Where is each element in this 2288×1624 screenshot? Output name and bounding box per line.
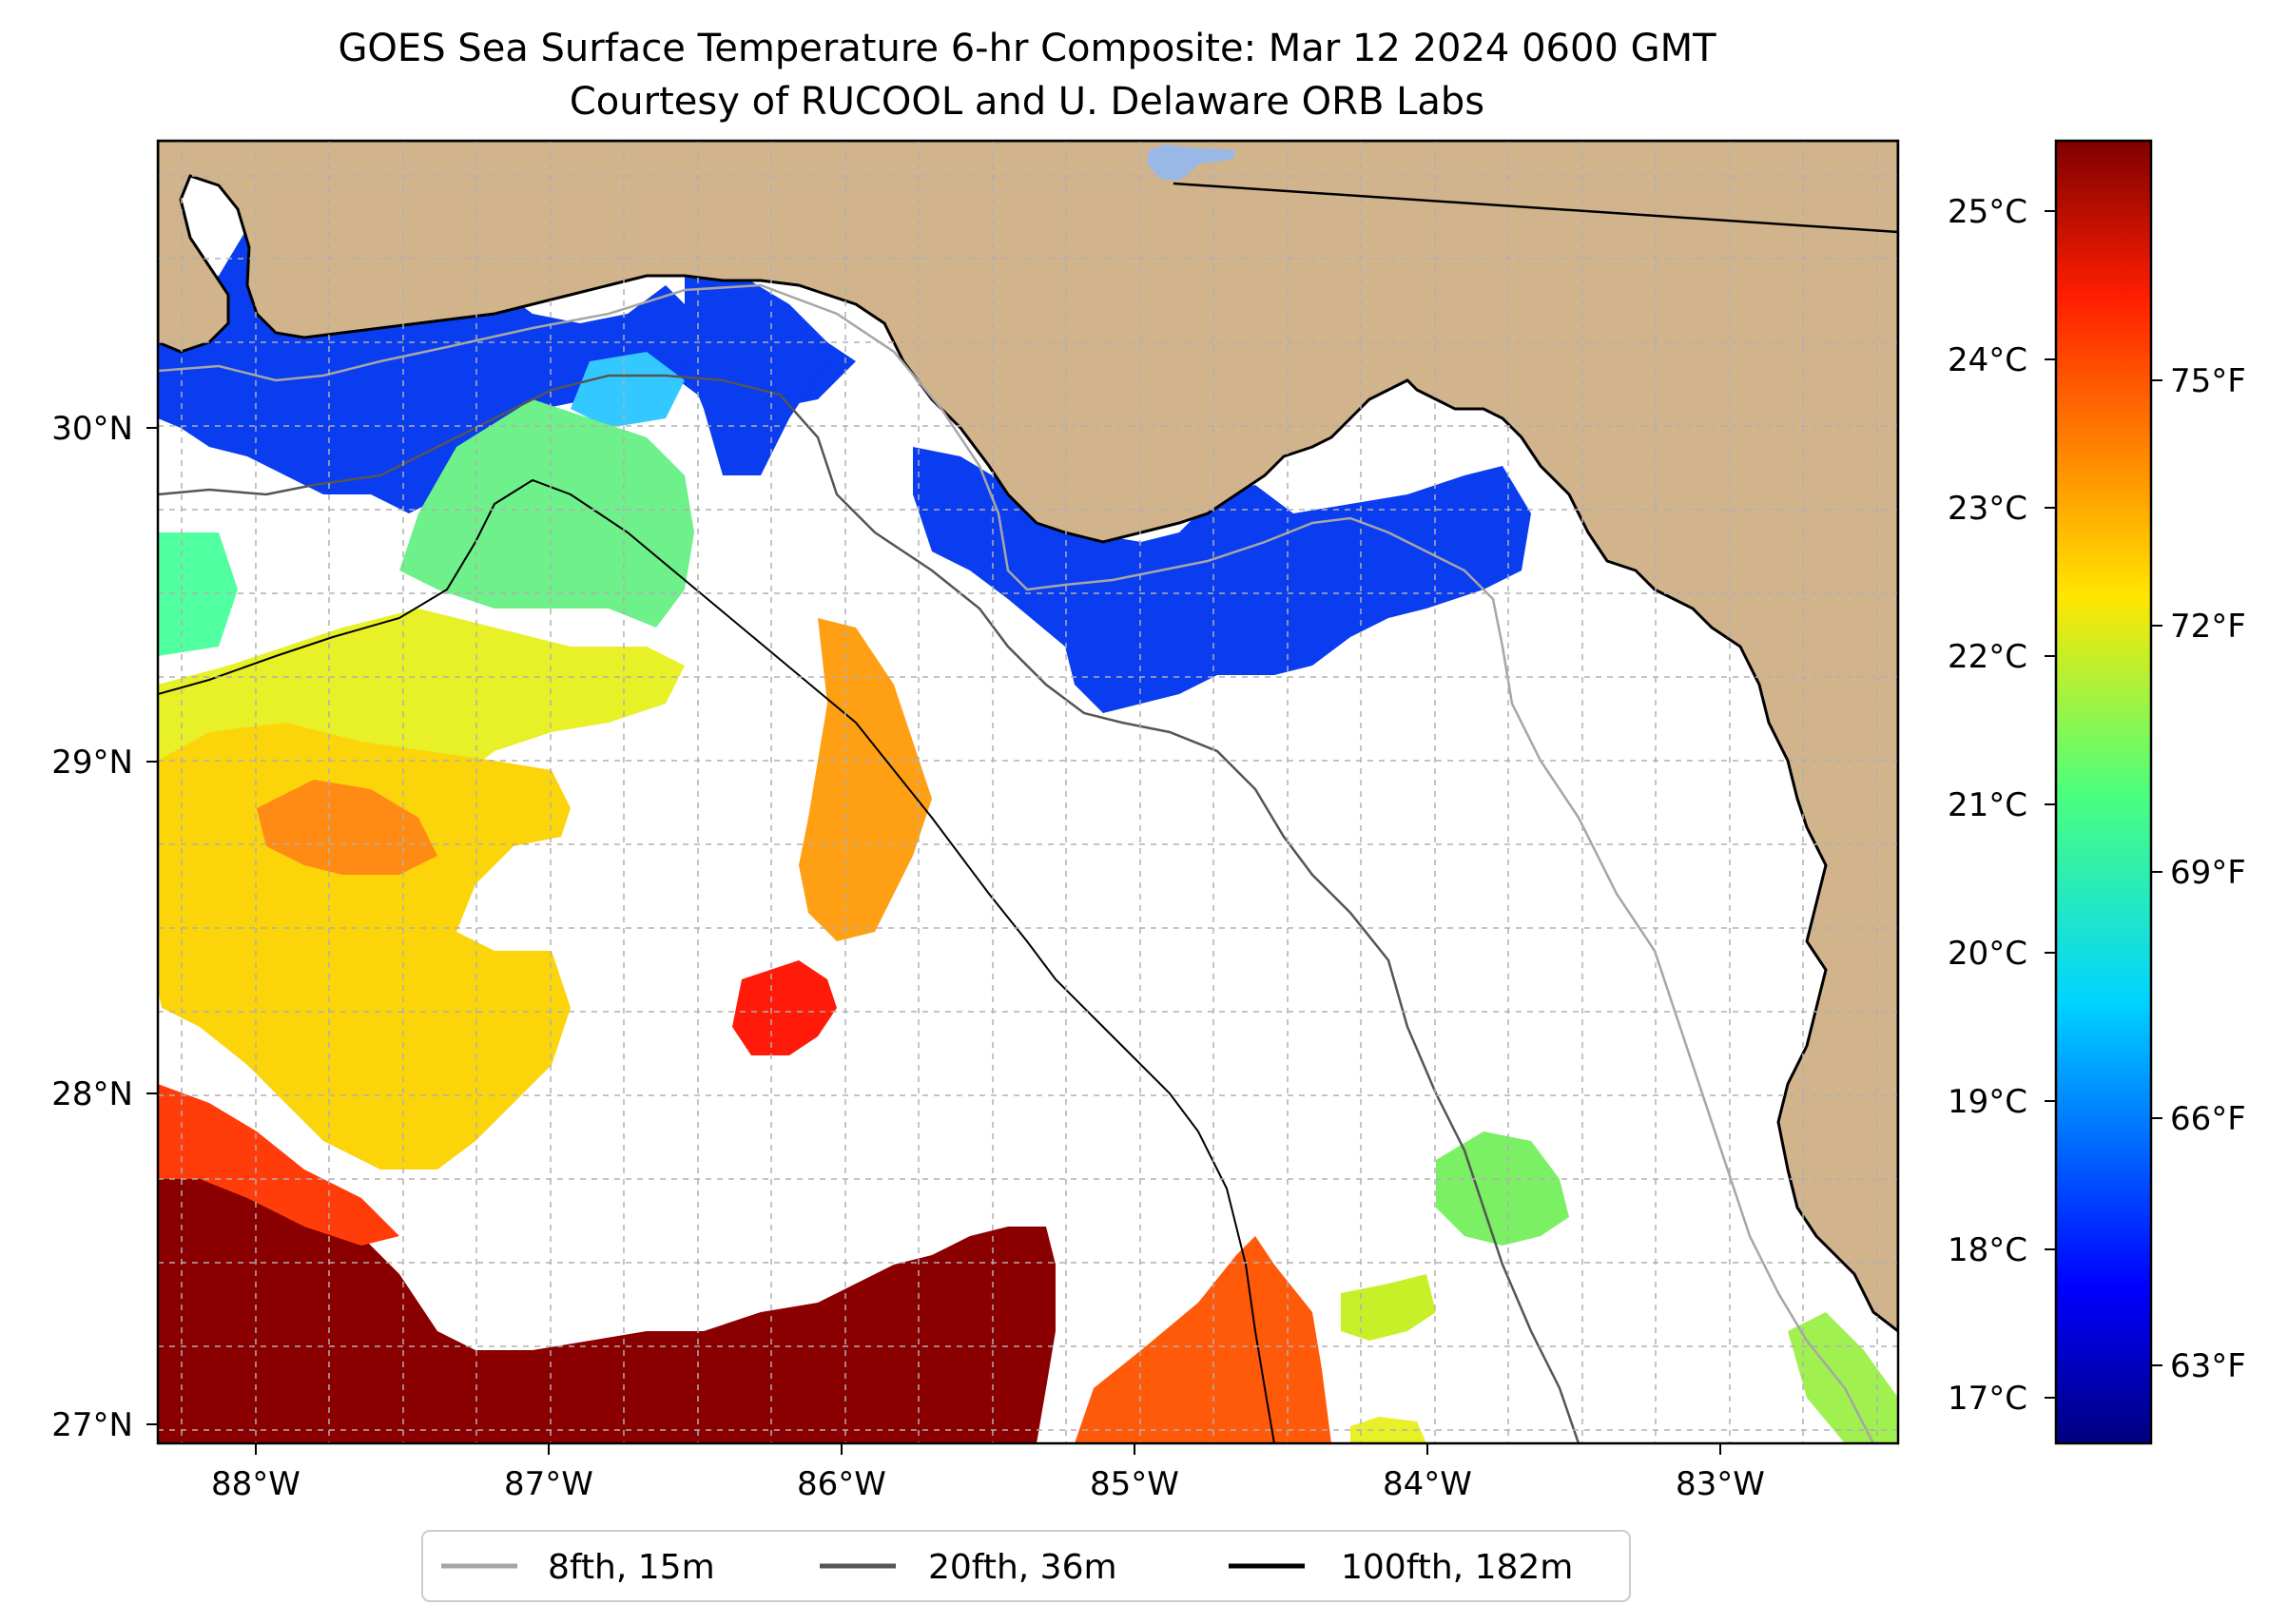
title-line-2: Courtesy of RUCOOL and U. Delaware ORB L… bbox=[570, 80, 1484, 124]
map-area bbox=[158, 141, 1898, 1443]
colorbar-fahrenheit-labels: 75°F 72°F 69°F 66°F 63°F bbox=[2170, 362, 2246, 1385]
celsius-tick-label: 23°C bbox=[1948, 490, 2027, 528]
fahrenheit-tick-label: 72°F bbox=[2170, 608, 2246, 646]
lat-ticks bbox=[146, 427, 158, 1425]
gridlines bbox=[158, 141, 1898, 1443]
sst-layer bbox=[158, 228, 1898, 1443]
sst-patch-orange-west bbox=[257, 780, 437, 875]
lat-label: 28°N bbox=[51, 1075, 133, 1113]
sst-patch-warm-southeast bbox=[1075, 1236, 1331, 1443]
celsius-tick-label: 18°C bbox=[1948, 1231, 2027, 1269]
lon-ticks bbox=[255, 1443, 1721, 1455]
fahrenheit-tick-label: 66°F bbox=[2170, 1100, 2246, 1138]
lon-label: 83°W bbox=[1676, 1465, 1765, 1503]
celsius-tick-label: 19°C bbox=[1948, 1083, 2027, 1121]
lat-label: 30°N bbox=[51, 410, 133, 448]
state-border bbox=[1173, 182, 1898, 234]
fahrenheit-tick-label: 69°F bbox=[2170, 854, 2246, 892]
contour-8fth bbox=[158, 283, 1875, 1443]
lon-label: 86°W bbox=[797, 1465, 886, 1503]
fahrenheit-tick-label: 75°F bbox=[2170, 362, 2246, 400]
sst-patch-hot-south bbox=[158, 1179, 1056, 1443]
sst-patch-green-east bbox=[1436, 1131, 1569, 1246]
celsius-tick-label: 25°C bbox=[1948, 193, 2027, 231]
sst-patch-green-southeast bbox=[1788, 1312, 1898, 1443]
sst-patch-yellowgreen-east bbox=[1341, 1274, 1436, 1341]
legend-box bbox=[421, 1530, 1631, 1602]
lake bbox=[1147, 145, 1236, 181]
lon-label: 85°W bbox=[1090, 1465, 1179, 1503]
contour-20fth bbox=[158, 374, 1580, 1443]
colorbar-celsius-labels: 25°C 24°C 23°C 22°C 21°C 20°C 19°C 18°C … bbox=[1948, 193, 2027, 1418]
lon-labels: 88°W 87°W 86°W 85°W 84°W 83°W bbox=[211, 1465, 1765, 1503]
celsius-tick-label: 21°C bbox=[1948, 786, 2027, 824]
sst-patch-orange-central bbox=[799, 618, 932, 941]
colorbar bbox=[2054, 139, 2153, 1445]
celsius-tick-label: 17°C bbox=[1948, 1380, 2027, 1418]
legend: 8fth, 15m 20fth, 36m 100fth, 182m bbox=[421, 1530, 1631, 1602]
sst-patch-warm-south bbox=[158, 1084, 399, 1246]
sst-patch-green-west bbox=[158, 532, 238, 656]
fahrenheit-tick-label: 63°F bbox=[2170, 1347, 2246, 1385]
lon-label: 87°W bbox=[504, 1465, 593, 1503]
sst-patch-red-central bbox=[732, 960, 837, 1055]
contour-100fth bbox=[158, 478, 1275, 1443]
colorbar-fahrenheit-ticks bbox=[2151, 379, 2162, 1366]
sst-patch-yellow-large bbox=[158, 723, 571, 1170]
lon-label: 84°W bbox=[1383, 1465, 1472, 1503]
lon-label: 88°W bbox=[211, 1465, 301, 1503]
legend-label: 20fth, 36m bbox=[928, 1548, 1117, 1587]
lat-labels: 30°N 29°N 28°N 27°N bbox=[51, 410, 133, 1444]
sst-patch-cold-north bbox=[158, 228, 856, 513]
legend-label: 100fth, 182m bbox=[1341, 1548, 1573, 1587]
sst-patch-green-central bbox=[399, 399, 694, 628]
lat-label: 29°N bbox=[51, 744, 133, 782]
legend-label: 8fth, 15m bbox=[548, 1548, 715, 1587]
title-line-1: GOES Sea Surface Temperature 6-hr Compos… bbox=[338, 27, 1716, 70]
map-frame bbox=[156, 139, 1900, 1445]
sst-patch-cold-east bbox=[913, 447, 1531, 713]
colorbar-celsius-ticks bbox=[2045, 210, 2056, 1399]
celsius-tick-label: 24°C bbox=[1948, 341, 2027, 379]
celsius-tick-label: 22°C bbox=[1948, 638, 2027, 676]
sst-patch-cyan bbox=[571, 352, 685, 428]
land-mass bbox=[158, 141, 1898, 1333]
celsius-tick-label: 20°C bbox=[1948, 935, 2027, 973]
sst-patch-yellow-south-small bbox=[1350, 1417, 1426, 1443]
lat-label: 27°N bbox=[51, 1406, 133, 1444]
